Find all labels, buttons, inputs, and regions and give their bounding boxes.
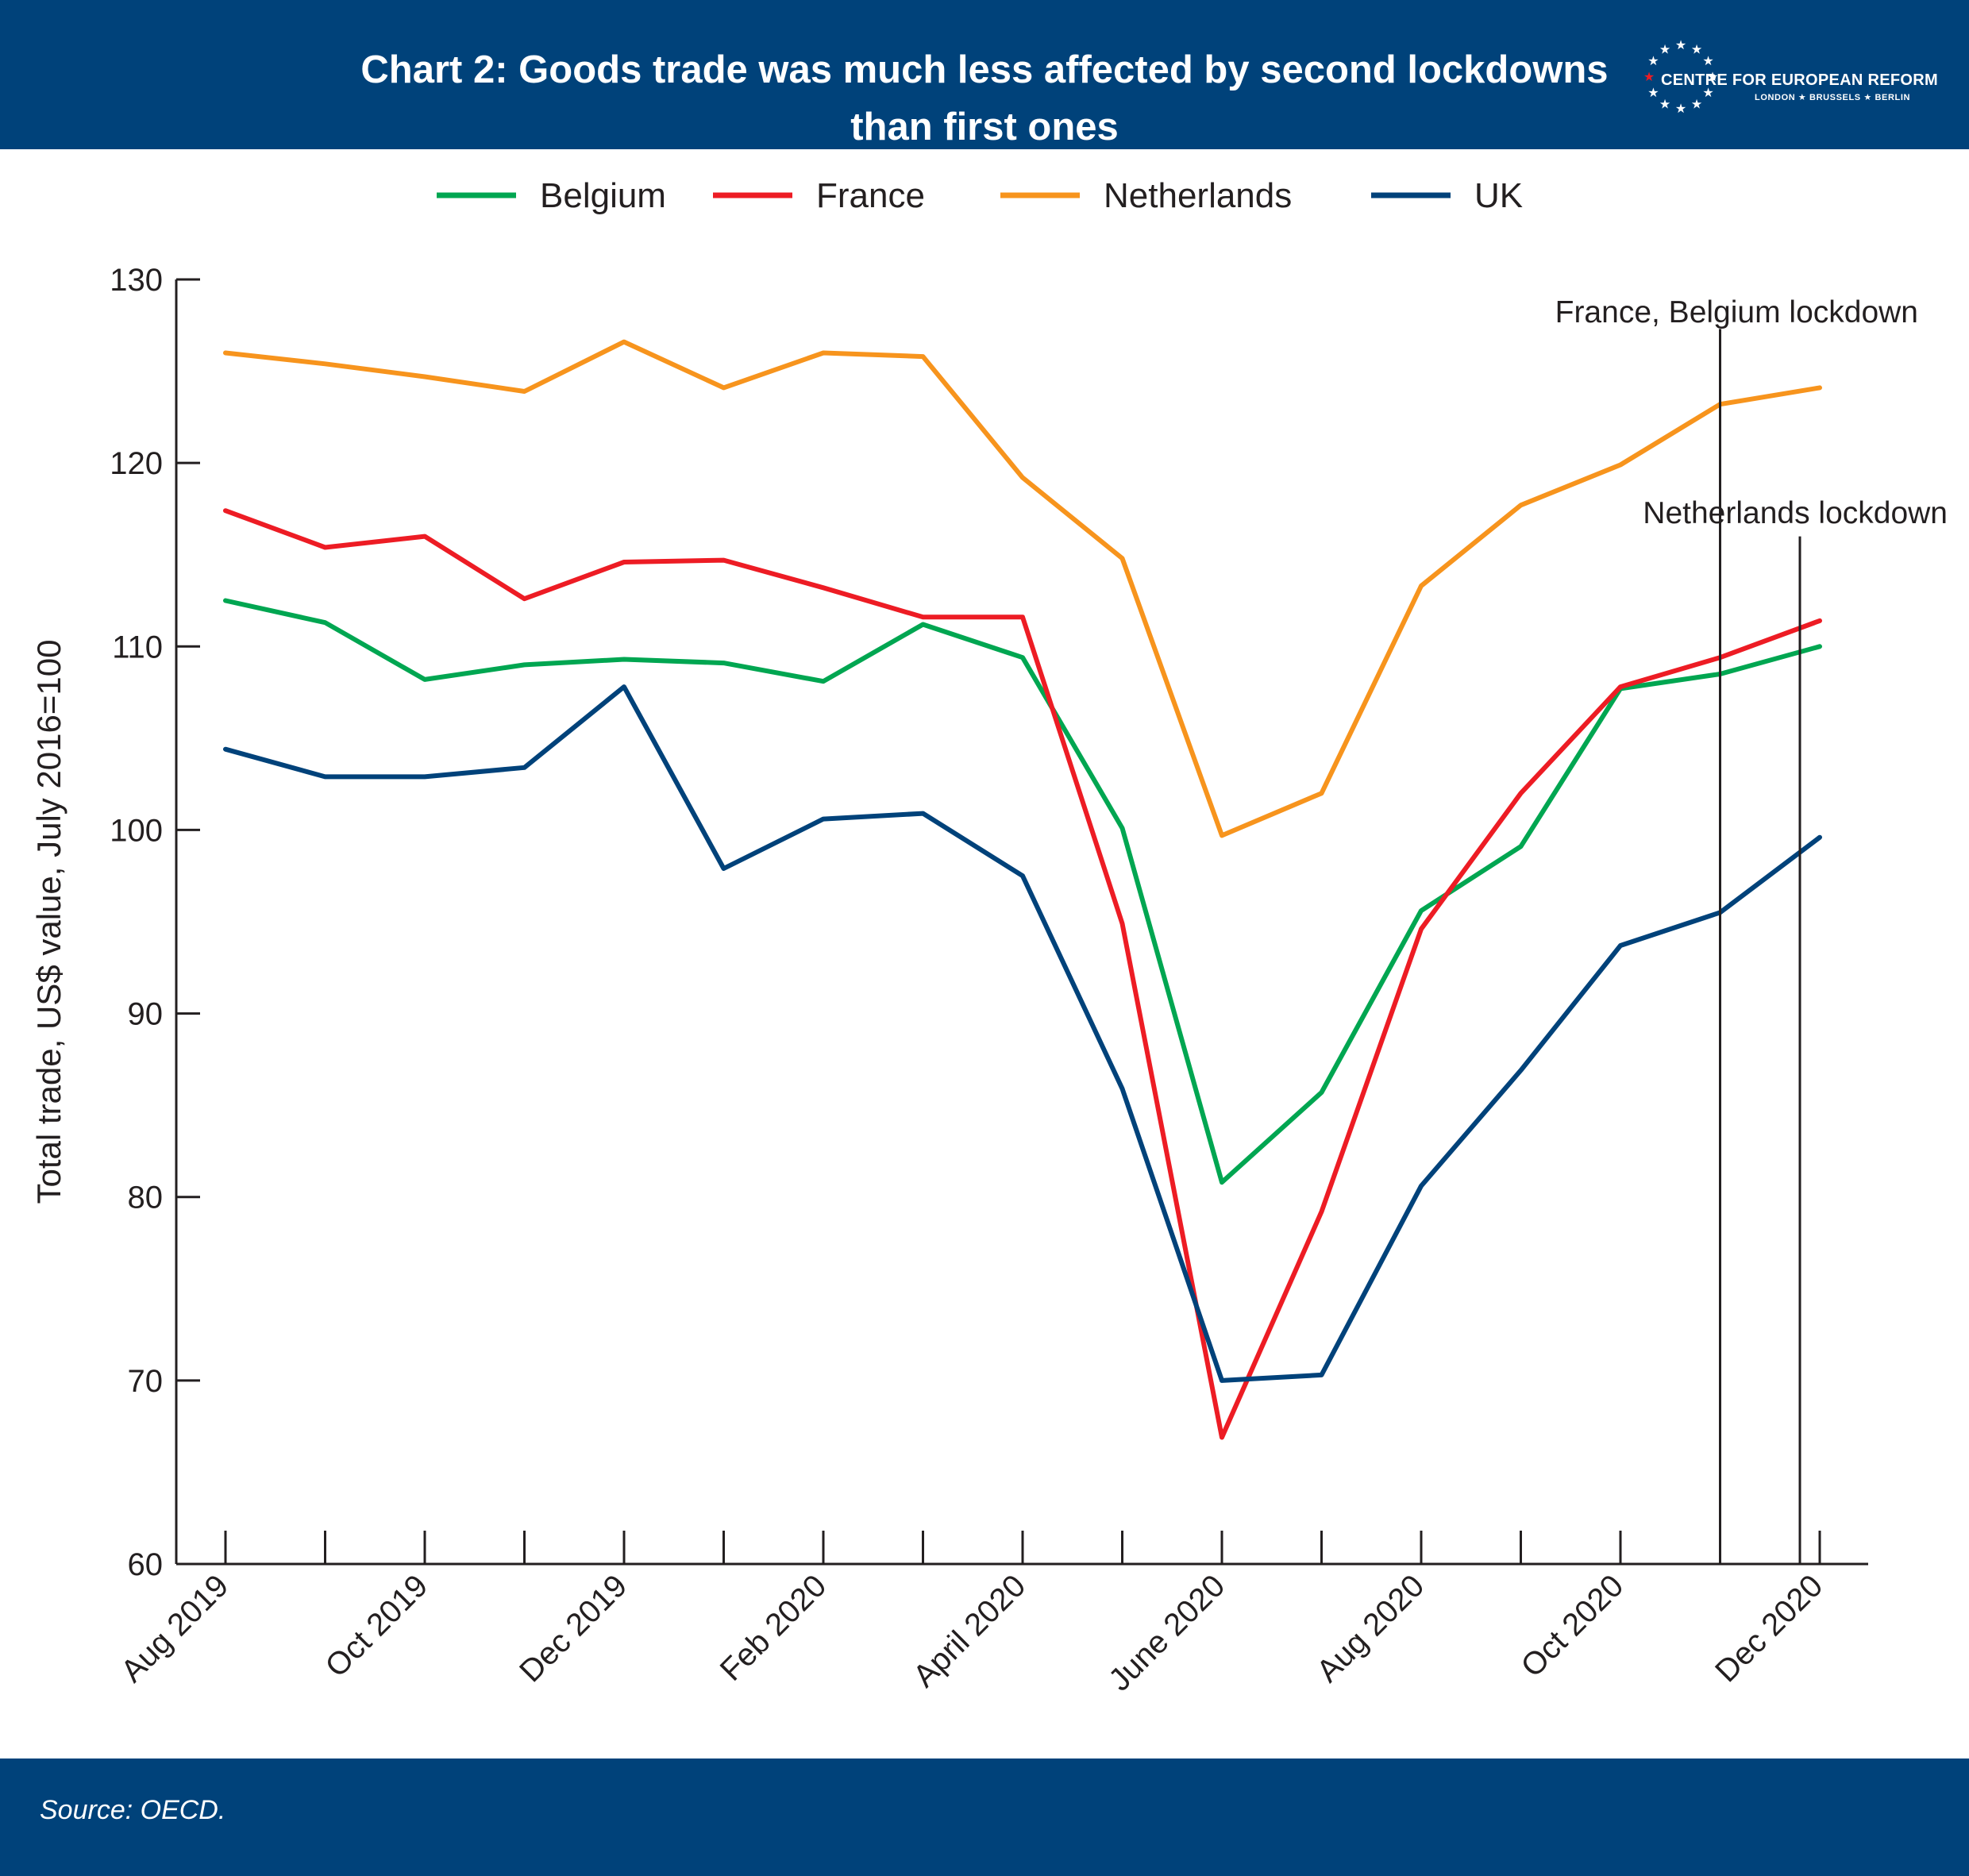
legend-label-france: France [816, 176, 925, 215]
series-line-uk [223, 684, 1822, 1383]
y-tick-label-80: 80 [128, 1181, 164, 1215]
x-tick-label-oct-2020: Oct 2020 [1514, 1568, 1630, 1684]
annotation-label-france-belgium-lockdown: France, Belgium lockdown [1555, 295, 1918, 329]
cer-logo: ★ ★ ★ ★ ★ ★ ★ ★ ★ ★ ★ ★ CENTRE FOR EUROPEAN REFORM … [1637, 35, 1939, 122]
eu-stars-icon: ★ ★★★★★★★★★★★ [1643, 39, 1718, 116]
y-tick-label-60: 60 [128, 1547, 164, 1582]
chart-header: Chart 2: Goods trade was much less affec… [0, 0, 1969, 149]
y-tick-label-130: 130 [110, 263, 163, 298]
x-tick-label-oct-2019: Oct 2019 [318, 1568, 434, 1684]
y-tick-label-70: 70 [128, 1364, 164, 1399]
series-line-france [223, 508, 1822, 1440]
logo-star-icon: ★ [1702, 55, 1713, 68]
x-tick-label-aug-2019: Aug 2019 [114, 1568, 235, 1689]
chart-title: Chart 2: Goods trade was much less affec… [0, 41, 1969, 156]
logo-star-icon: ★ [1643, 71, 1655, 84]
logo-star-icon: ★ [1691, 43, 1702, 56]
logo-star-icon: ★ [1707, 71, 1718, 84]
logo-cities: LONDON ★ BRUSSELS ★ BERLIN [1755, 93, 1911, 102]
line-chart: Belgium France Netherlands UK 60 70 80 90 100 11… [30, 176, 1948, 1697]
chart-title-line-2: than first ones [850, 106, 1119, 148]
chart-title-line-1: Chart 2: Goods trade was much less affec… [360, 48, 1609, 91]
logo-star-icon: ★ [1659, 98, 1670, 112]
x-tick-label-feb-2020: Feb 2020 [714, 1568, 834, 1688]
y-tick-label-120: 120 [110, 446, 163, 481]
logo-star-icon: ★ [1659, 43, 1670, 56]
annotation-label-netherlands-lockdown: Netherlands lockdown [1643, 496, 1948, 530]
legend-label-belgium: Belgium [540, 176, 666, 215]
x-tick-label-april-2020: April 2020 [907, 1568, 1032, 1693]
series-line-belgium [223, 598, 1822, 1185]
source-note: Source: OECD. [40, 1795, 226, 1825]
legend-label-netherlands: Netherlands [1104, 176, 1292, 215]
legend-label-uk: UK [1474, 176, 1523, 215]
x-tick-label-aug-2020: Aug 2020 [1310, 1568, 1431, 1689]
chart-footer: Source: OECD. [0, 1759, 1969, 1876]
logo-star-icon: ★ [1647, 87, 1659, 100]
annotations-layer: France, Belgium lockdown Netherlands lock… [1555, 295, 1948, 1564]
logo-star-icon: ★ [1691, 98, 1702, 112]
logo-name: CENTRE FOR EUROPEAN REFORM [1661, 71, 1938, 89]
logo-star-icon: ★ [1675, 39, 1686, 52]
series-line-netherlands [223, 339, 1822, 838]
logo-star-icon: ★ [1647, 55, 1659, 68]
series-layer [223, 339, 1822, 1440]
x-tick-label-june-2020: June 2020 [1102, 1568, 1231, 1697]
logo-star-icon: ★ [1702, 87, 1713, 100]
chart-legend: Belgium France Netherlands UK [437, 176, 1523, 215]
x-tick-label-dec-2019: Dec 2019 [513, 1568, 634, 1689]
y-tick-label-90: 90 [128, 997, 164, 1032]
logo-star-icon: ★ [1675, 102, 1686, 116]
y-axis-title: Total trade, US$ value, July 2016=100 [30, 640, 67, 1204]
x-tick-label-dec-2020: Dec 2020 [1709, 1568, 1829, 1689]
y-tick-label-110: 110 [112, 630, 163, 664]
y-tick-label-100: 100 [110, 813, 163, 848]
